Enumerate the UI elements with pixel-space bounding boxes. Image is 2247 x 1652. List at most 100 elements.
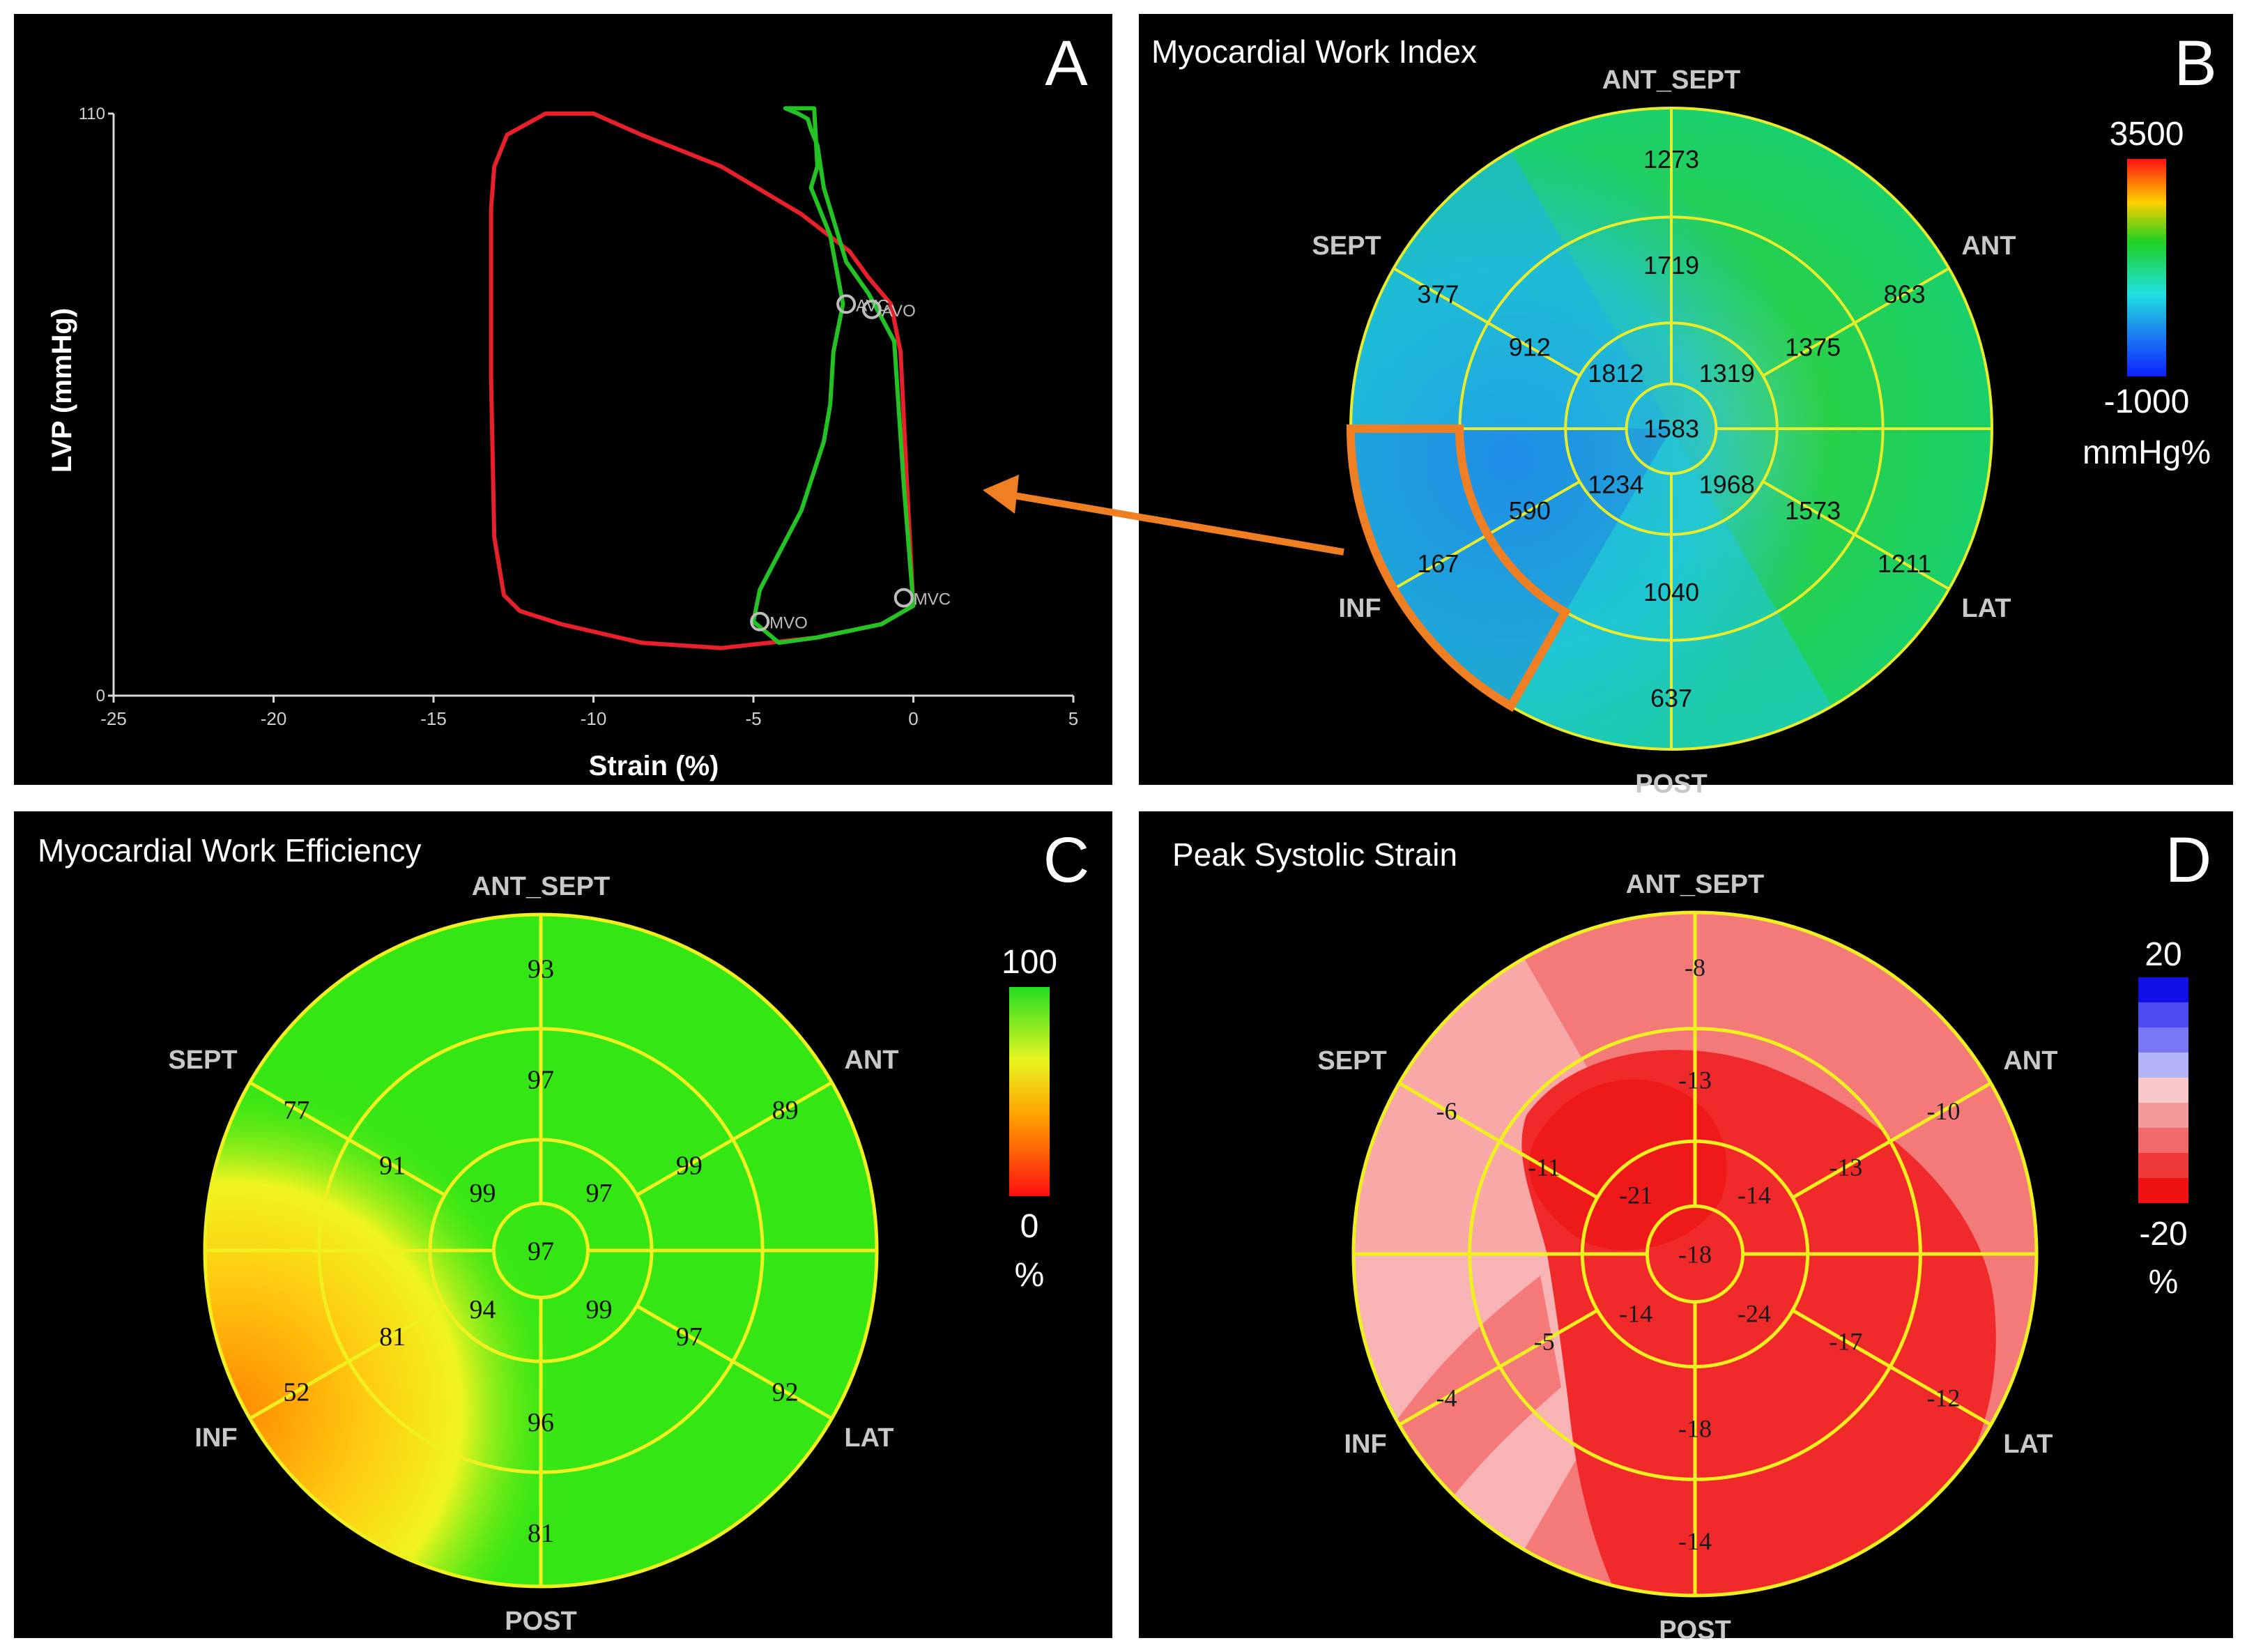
colorbar-c-min: 0 (1020, 1208, 1039, 1245)
wall-label-post: POST (1659, 1616, 1731, 1645)
panel-d-title: Peak Systolic Strain (1172, 836, 1457, 873)
segment-value-outer: 81 (528, 1519, 554, 1548)
marker-label-avc: AVC (856, 296, 889, 315)
segment-value-outer: -12 (1926, 1384, 1960, 1412)
spoke (1398, 1308, 1599, 1427)
panel-a-letter: A (1045, 28, 1088, 99)
y-axis-label: LVP (mmHg) (47, 308, 77, 473)
segment-value-inner: 94 (469, 1295, 496, 1324)
segment-value-mid: -13 (1678, 1066, 1712, 1094)
segment-value-outer: 52 (283, 1378, 309, 1407)
marker-mvc (894, 588, 914, 608)
wall-label-ant: ANT (2003, 1046, 2057, 1076)
wall-label-ant-sept: ANT_SEPT (1626, 870, 1764, 899)
colorbar-b (2127, 159, 2166, 376)
segment-value-outer: -10 (1926, 1097, 1960, 1125)
segment-value-outer: 863 (1884, 280, 1926, 308)
wall-label-ant: ANT (1961, 231, 2016, 261)
x-tick-label: -15 (420, 708, 447, 729)
segment-value-outer: 92 (772, 1378, 799, 1407)
spoke (249, 1080, 446, 1197)
segment-value-outer: 377 (1417, 280, 1459, 308)
colorbar-d (2138, 977, 2188, 1203)
segment-value-mid: 1040 (1643, 578, 1699, 606)
segment-value-mid: -13 (1829, 1154, 1862, 1181)
segment-value-outer: 637 (1650, 684, 1692, 712)
colorbar-c (1009, 987, 1050, 1196)
segment-value-outer: 167 (1417, 549, 1459, 578)
marker-label-mvc: MVC (914, 590, 951, 609)
segment-value-mid: -5 (1534, 1328, 1555, 1356)
panel-b-letter: B (2174, 28, 2216, 99)
colorbar-b-max: 3500 (2110, 116, 2184, 153)
segment-value-mid: -11 (1528, 1154, 1560, 1181)
wall-label-ant-sept: ANT_SEPT (472, 872, 610, 901)
spoke (1762, 480, 1950, 590)
wall-label-inf: INF (1344, 1430, 1386, 1459)
y-tick-label: 110 (79, 105, 105, 123)
segment-value-mid: 97 (528, 1065, 554, 1094)
wall-label-ant-sept: ANT_SEPT (1602, 66, 1740, 95)
segment-value-outer: 93 (528, 954, 554, 984)
highlight-inf-segment (1346, 425, 1572, 712)
pointer-arrow-shaft (1010, 491, 1344, 556)
segment-value-outer: 1273 (1643, 145, 1699, 174)
pointer-arrow-head (983, 475, 1019, 514)
panel-c-work-efficiency: Myocardial Work Efficiency C 93 89 92 81 52 7… (38, 825, 1089, 1636)
spoke (1791, 1308, 1992, 1427)
segment-value-inner: 1812 (1588, 359, 1643, 388)
segment-value-inner: 97 (586, 1179, 613, 1208)
segment-value-mid: 99 (676, 1151, 703, 1180)
marker-mvo (750, 611, 770, 632)
panel-b-title: Myocardial Work Index (1151, 33, 1477, 70)
segment-value-mid: 91 (379, 1151, 406, 1180)
marker-avc (836, 294, 857, 314)
segment-value-apex: -18 (1678, 1241, 1712, 1269)
colorbar-c-max: 100 (1002, 944, 1057, 981)
x-tick-label: -5 (745, 708, 761, 729)
panel-d-letter: D (2165, 825, 2211, 896)
spoke (249, 1304, 446, 1421)
segment-value-mid: 1719 (1643, 251, 1699, 280)
panel-c-title: Myocardial Work Efficiency (38, 832, 421, 869)
wall-label-post: POST (505, 1607, 576, 1636)
wall-label-lat: LAT (1961, 594, 2011, 623)
wall-label-sept: SEPT (1312, 231, 1381, 261)
spoke (1393, 267, 1581, 377)
segment-value-inner: 1234 (1588, 470, 1643, 498)
colorbar-c-unit: % (1015, 1257, 1045, 1294)
colorbar-b-unit: mmHg% (2083, 434, 2211, 471)
segment-value-inner: -24 (1738, 1299, 1771, 1327)
segment-value-inner: 99 (586, 1295, 613, 1324)
panel-c-letter: C (1043, 825, 1089, 896)
panel-a-strain-pressure-loop: A -25 -20 -15 -10 -5 0 5 0 110 Strain (%) LVP (… (47, 28, 1088, 781)
x-tick-label: -25 (100, 708, 127, 729)
segment-value-outer: 89 (772, 1096, 799, 1125)
segment-value-inner: 1968 (1699, 470, 1755, 498)
segment-value-mid: 912 (1509, 332, 1551, 361)
segment-value-mid: 1375 (1785, 332, 1841, 361)
colorbar-b-min: -1000 (2104, 383, 2190, 420)
wall-label-inf: INF (194, 1423, 237, 1453)
panel-a-bg (14, 14, 1112, 785)
marker-label-mvo: MVO (769, 614, 808, 633)
series-loop-green (751, 106, 916, 645)
x-tick-label: 0 (908, 708, 918, 729)
series-loop-red (489, 112, 916, 650)
segment-value-mid: 1573 (1785, 496, 1841, 525)
segment-value-inner: -14 (1738, 1181, 1771, 1209)
x-tick-label: 5 (1068, 708, 1078, 729)
segment-value-outer: 77 (283, 1096, 309, 1125)
segment-value-mid: 590 (1509, 496, 1551, 525)
segment-value-mid: 81 (379, 1322, 406, 1352)
wall-label-ant: ANT (844, 1046, 898, 1075)
segment-value-inner: -21 (1619, 1181, 1652, 1209)
segment-value-mid: 96 (528, 1408, 554, 1437)
wall-label-lat: LAT (844, 1423, 894, 1453)
wall-label-inf: INF (1338, 594, 1381, 623)
segment-value-mid: -18 (1678, 1415, 1712, 1443)
colorbar-d-max: 20 (2145, 936, 2181, 973)
spoke (636, 1080, 833, 1197)
marker-label-avo: AVO (882, 302, 916, 321)
marker-avo (861, 299, 882, 319)
